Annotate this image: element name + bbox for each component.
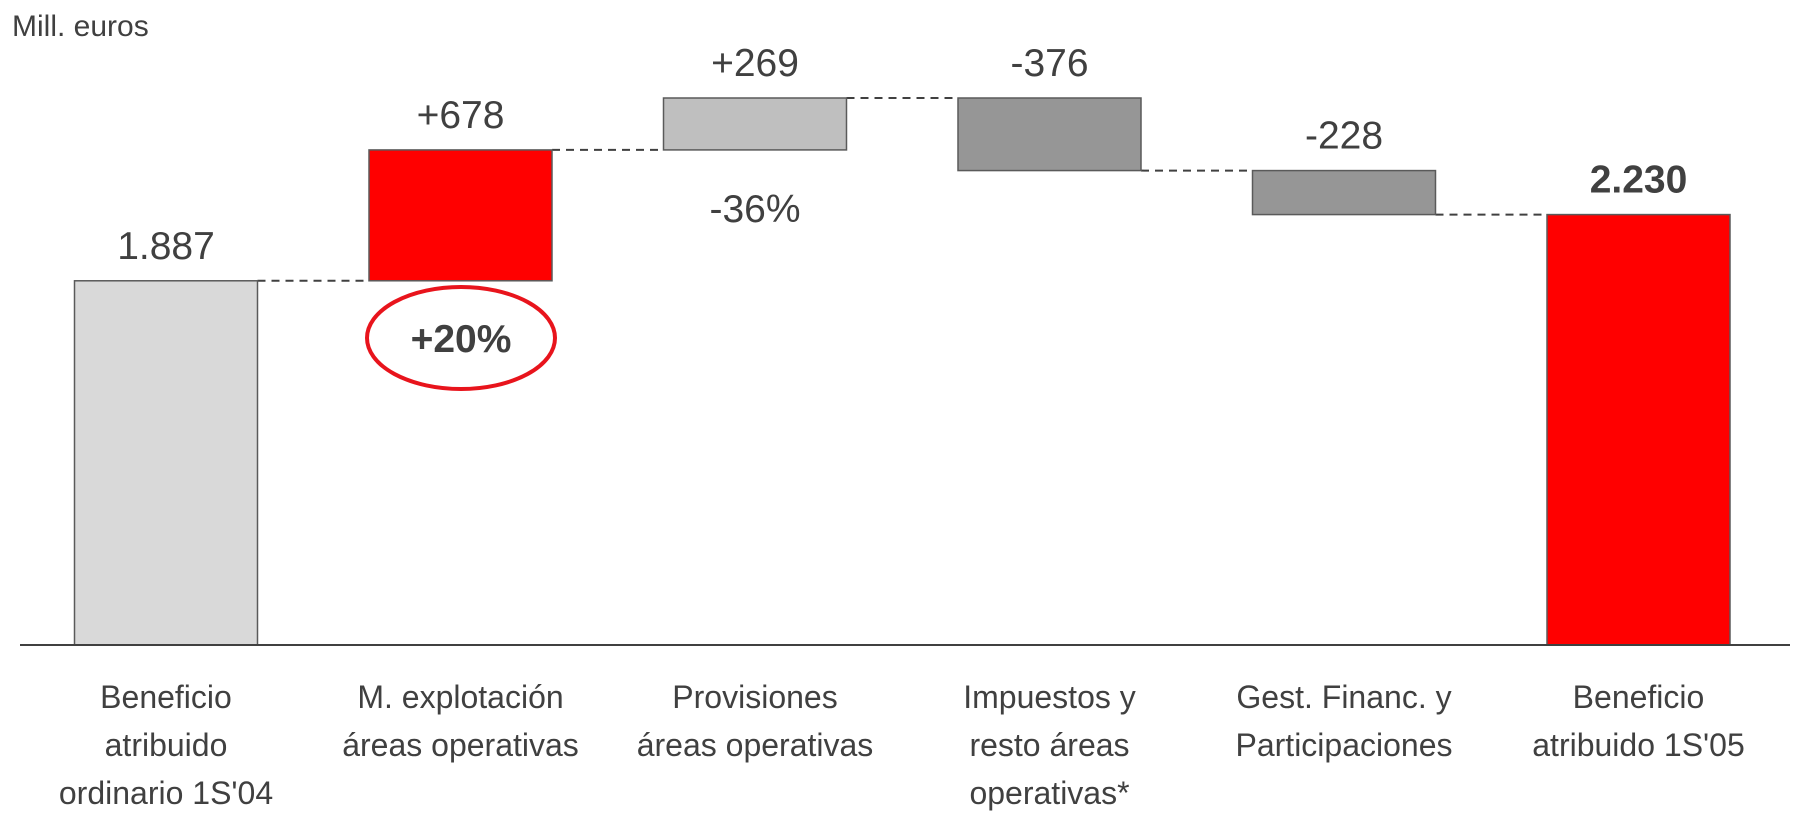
annotation-ellipse (365, 285, 557, 391)
value-label: +678 (417, 94, 505, 137)
bar (73, 280, 259, 646)
y-axis-label: Mill. euros (12, 10, 149, 43)
x-tick-label: atribuido (105, 727, 228, 763)
x-tick-label: M. explotación (357, 679, 563, 715)
x-tick-label: resto áreas (969, 727, 1129, 763)
bar (662, 97, 848, 151)
value-label: -228 (1305, 115, 1383, 158)
x-tick-label: Beneficio (100, 679, 232, 715)
value-label: +269 (711, 42, 799, 85)
x-tick-label: ordinario 1S'04 (59, 775, 273, 811)
x-tick-label: áreas operativas (342, 727, 579, 763)
x-tick-label: Beneficio (1573, 679, 1705, 715)
x-tick-label: Participaciones (1236, 727, 1453, 763)
x-tick-label: Provisiones (672, 679, 837, 715)
value-label: -376 (1010, 42, 1088, 85)
x-tick-label: atribuido 1S'05 (1532, 727, 1744, 763)
bar (1546, 213, 1731, 646)
bar (1251, 169, 1437, 216)
x-tick-label: áreas operativas (637, 727, 874, 763)
bar (957, 97, 1142, 172)
x-tick-label: operativas* (969, 775, 1129, 811)
annotation: +20% (411, 318, 512, 361)
annotation: -36% (709, 188, 800, 231)
x-tick-label: Impuestos y (963, 679, 1136, 715)
value-label: 2.230 (1590, 159, 1688, 202)
bar (368, 149, 553, 282)
value-label: 1.887 (117, 225, 215, 268)
x-tick-label: Gest. Financ. y (1236, 679, 1451, 715)
